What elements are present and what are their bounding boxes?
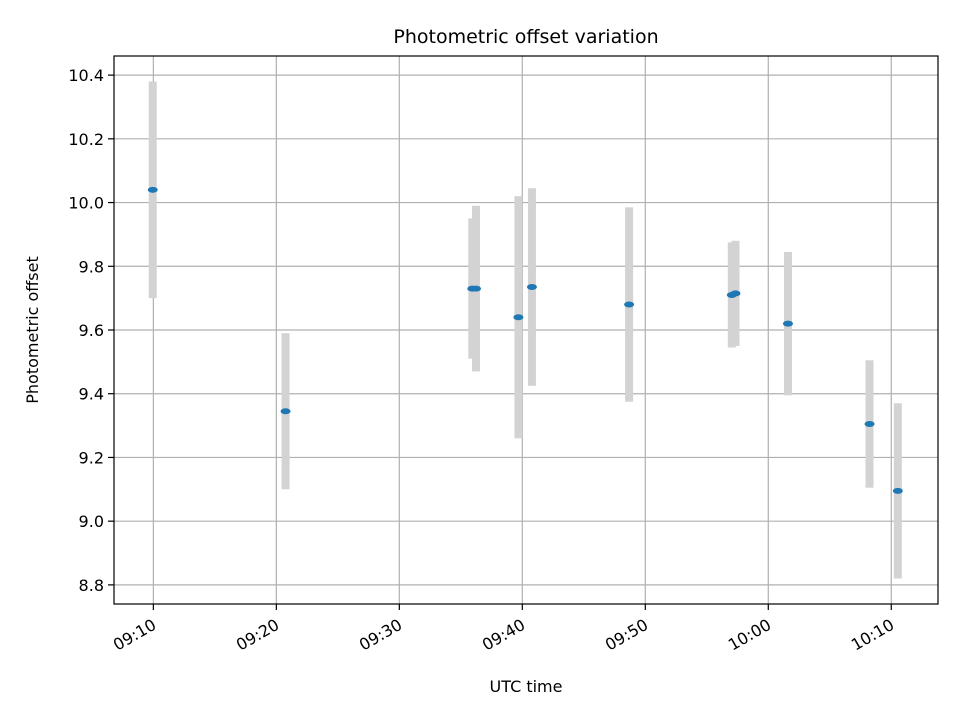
data-points <box>147 186 903 494</box>
chart-title: Photometric offset variation <box>393 26 658 48</box>
grid <box>114 56 938 604</box>
x-axis-label: UTC time <box>490 677 563 696</box>
y-tick-label: 9.8 <box>79 257 104 276</box>
y-tick-label: 9.2 <box>79 448 104 467</box>
y-tick-label: 10.0 <box>68 194 104 213</box>
data-point <box>892 487 903 494</box>
y-axis-label: Photometric offset <box>23 256 42 404</box>
data-point <box>624 301 635 308</box>
y-tick-label: 9.0 <box>79 512 104 531</box>
y-axis-ticks: 8.8 9.0 9.2 9.4 9.6 9.8 10.0 10.2 10.4 <box>68 66 114 595</box>
data-point <box>513 314 524 321</box>
y-tick-label: 8.8 <box>79 576 104 595</box>
data-point <box>730 290 741 297</box>
data-point <box>526 283 537 290</box>
data-point <box>782 320 793 327</box>
y-tick-label: 9.6 <box>79 321 104 340</box>
y-tick-label: 9.4 <box>79 385 104 404</box>
data-point <box>864 420 875 427</box>
data-point <box>470 285 481 292</box>
data-point <box>147 186 158 193</box>
y-tick-label: 10.4 <box>68 66 104 85</box>
data-point <box>280 408 291 415</box>
y-tick-label: 10.2 <box>68 130 104 149</box>
